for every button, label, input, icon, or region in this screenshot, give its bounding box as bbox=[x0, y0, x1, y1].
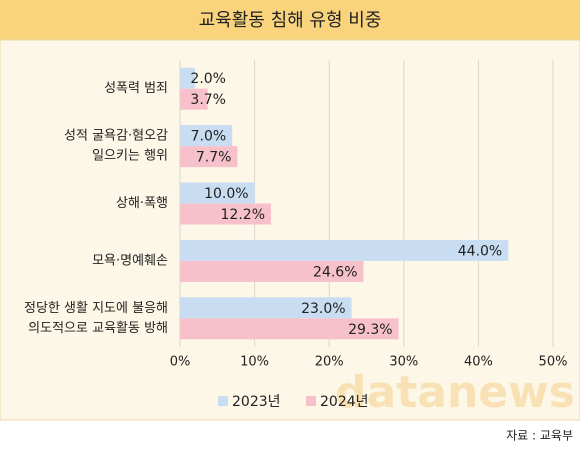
bar bbox=[180, 297, 352, 319]
legend-swatch bbox=[218, 396, 228, 406]
y-tick-label: 모욕·명예훼손 bbox=[92, 253, 168, 268]
value-label: 29.3% bbox=[348, 322, 392, 338]
bar bbox=[180, 318, 399, 340]
value-label: 23.0% bbox=[301, 301, 345, 317]
bar bbox=[180, 239, 509, 261]
x-tick-label: 20% bbox=[315, 355, 344, 370]
x-tick-label: 40% bbox=[464, 355, 493, 370]
x-tick-label: 50% bbox=[539, 355, 568, 370]
chart-panel bbox=[0, 39, 580, 421]
x-tick-label: 0% bbox=[170, 355, 191, 370]
y-tick-label: 상해·폭행 bbox=[116, 195, 168, 211]
legend-label: 2023년 bbox=[232, 394, 281, 410]
value-label: 12.2% bbox=[221, 207, 265, 223]
value-label: 7.7% bbox=[196, 150, 232, 166]
x-tick-label: 30% bbox=[389, 355, 418, 370]
legend-swatch bbox=[306, 396, 316, 406]
value-label: 2.0% bbox=[190, 71, 226, 87]
x-tick-label: 10% bbox=[240, 355, 269, 370]
y-tick-label: 성폭력 범죄 bbox=[104, 81, 168, 96]
legend-label: 2024년 bbox=[320, 394, 369, 410]
value-label: 3.7% bbox=[190, 92, 226, 108]
bar bbox=[180, 203, 272, 225]
value-label: 44.0% bbox=[458, 243, 502, 259]
y-tick-label: 일으키는 행위 bbox=[92, 148, 168, 164]
y-tick-label: 정당한 생활 지도에 불응해 bbox=[24, 301, 168, 316]
bar bbox=[180, 67, 195, 89]
chart-title: 교육활동 침해 유형 비중 bbox=[199, 10, 382, 31]
bar bbox=[180, 125, 233, 147]
source: 자료 : 교육부 bbox=[506, 429, 573, 443]
bar bbox=[180, 260, 364, 282]
value-label: 7.0% bbox=[191, 129, 227, 145]
y-tick-label: 성적 굴욕감·혐오감 bbox=[64, 129, 168, 144]
watermark: datanews bbox=[335, 367, 575, 418]
bar bbox=[180, 146, 238, 168]
bar bbox=[180, 182, 255, 204]
title-banner bbox=[0, 0, 580, 40]
value-label: 10.0% bbox=[204, 186, 248, 202]
value-label: 24.6% bbox=[313, 264, 357, 280]
bar bbox=[180, 88, 208, 110]
y-tick-label: 의도적으로 교육활동 방해 bbox=[28, 321, 168, 336]
